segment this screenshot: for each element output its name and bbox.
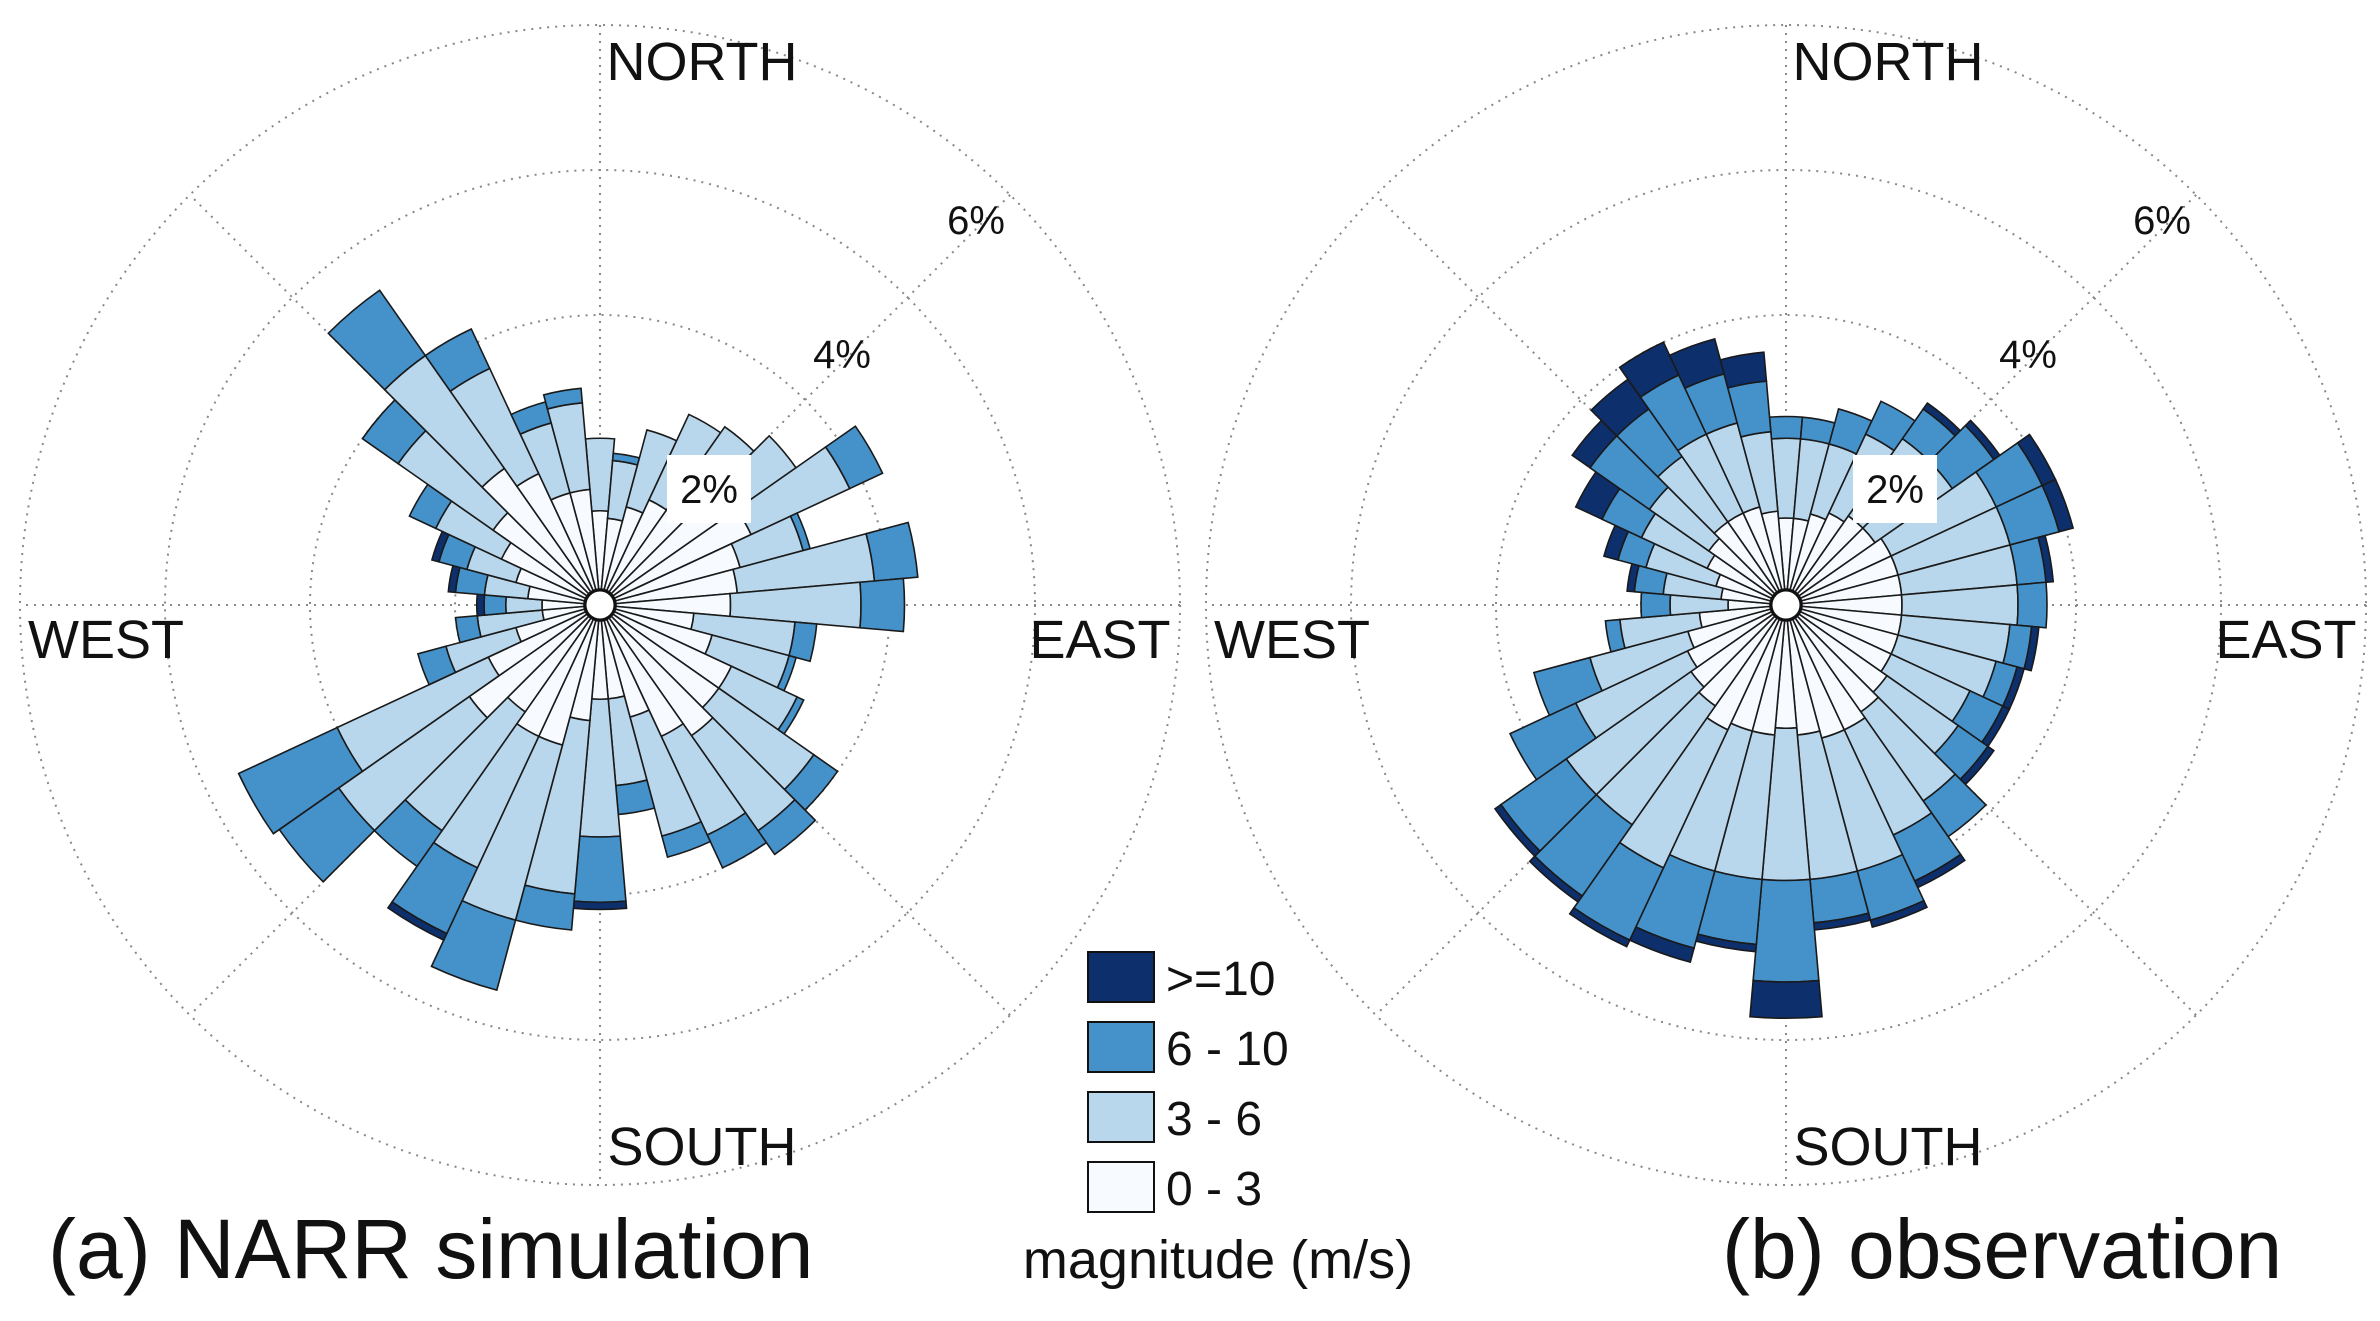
wind-sector-b-160deg-bin3 [1869, 899, 1929, 929]
ring-label-box-2pct-a [667, 455, 751, 523]
windrose-panel-observation: 2% 4% 6% NORTH EAST SOUTH WEST (b) obser… [1205, 24, 2367, 1296]
direction-label-north-b: NORTH [1792, 32, 1983, 92]
ring-labels-a: 2% 4% 6% [667, 199, 1005, 523]
wind-sector-a-320deg-bin2 [327, 289, 427, 391]
legend-label-ge10: >=10 [1166, 953, 1275, 1006]
wind-sector-b-70deg-bin3 [2041, 478, 2075, 533]
wind-sector-a-270deg-bin2 [483, 594, 507, 616]
ring-label-4pct-a: 4% [813, 333, 871, 377]
grid-spoke-45-a [189, 194, 1011, 1016]
ring-labels-b: 2% 4% 6% [1853, 199, 2191, 523]
center-hole-a [583, 588, 617, 622]
ring-label-6pct-a: 6% [947, 199, 1005, 243]
windrose-panel-narr: 2% 4% 6% NORTH EAST SOUTH WEST (a) NARR … [19, 24, 1181, 1296]
wind-sector-b-330deg-bin3 [1618, 341, 1680, 399]
legend-label-3-6: 3 - 6 [1166, 1093, 1262, 1146]
grid-spoke-135-b [1375, 194, 2197, 1016]
wind-sector-b-240deg-bin2 [1508, 701, 1598, 781]
legend-swatch-ge10 [1087, 951, 1155, 1003]
grid-spoke-45-b [1375, 194, 2197, 1016]
legend-swatch-3-6 [1087, 1091, 1155, 1143]
wind-sector-a-180deg-bin2 [573, 835, 627, 904]
direction-label-east-b: EAST [2215, 610, 2356, 670]
wind-sector-a-160deg-bin2 [660, 820, 712, 859]
wind-sector-a-170deg-bin2 [614, 779, 656, 816]
wind-sector-a-60deg-bin2 [824, 425, 884, 490]
center-hole-b [1769, 588, 1803, 622]
wind-sector-b-250deg-bin2 [1532, 656, 1604, 717]
wind-sector-b-350deg-bin3 [1719, 351, 1768, 389]
ring-label-box-2pct-b [1853, 455, 1937, 523]
legend-swatch-0-3 [1087, 1161, 1155, 1213]
legend-title: magnitude (m/s) [1023, 1230, 1413, 1290]
wind-sector-a-210deg-bin3 [386, 900, 448, 942]
wind-sector-a-80deg-bin2 [865, 521, 919, 582]
direction-label-south-a: SOUTH [608, 1117, 797, 1177]
wind-sector-b-180deg-bin2 [1752, 878, 1820, 983]
wind-sector-b-210deg-bin3 [1568, 906, 1631, 948]
wind-sector-b-260deg-bin2 [1604, 618, 1626, 653]
caption-a: (a) NARR simulation [48, 1202, 814, 1296]
ring-label-2pct-b: 2% [1866, 468, 1924, 512]
wind-sector-a-180deg-bin3 [572, 900, 628, 911]
wind-sector-a-270deg-bin3 [475, 593, 486, 617]
direction-label-west-b: WEST [1214, 610, 1370, 670]
wind-sector-a-100deg-bin2 [788, 621, 818, 663]
wind-sector-a-140deg-bin2 [756, 798, 817, 856]
direction-label-west-a: WEST [28, 610, 184, 670]
caption-b: (b) observation [1722, 1202, 2282, 1296]
ring-label-4pct-b: 4% [1999, 333, 2057, 377]
grid-spoke-135-a [189, 194, 1011, 1016]
wind-bins-a [237, 289, 919, 992]
wind-sector-a-250deg-bin2 [416, 645, 457, 686]
wind-sector-a-0deg-bin1 [584, 437, 616, 512]
wind-sector-b-270deg-bin2 [1640, 591, 1672, 619]
wind-sector-b-230deg-bin3 [1493, 803, 1542, 858]
wind-sector-a-90deg-bin2 [859, 577, 906, 633]
legend-swatch-6-10 [1087, 1021, 1155, 1073]
wind-sector-b-340deg-bin3 [1668, 337, 1726, 390]
ring-label-6pct-b: 6% [2133, 199, 2191, 243]
wind-sector-b-100deg-bin3 [2023, 625, 2040, 672]
wind-sector-b-180deg-bin3 [1749, 979, 1823, 1019]
wind-sector-a-260deg-bin2 [454, 614, 482, 644]
ring-label-2pct-a: 2% [680, 468, 738, 512]
wind-sector-b-220deg-bin3 [1528, 855, 1584, 904]
wind-sector-a-330deg-bin2 [424, 327, 491, 393]
wind-sector-b-0deg-bin2 [1768, 415, 1804, 440]
wind-sector-b-80deg-bin3 [2037, 534, 2055, 584]
wind-sector-a-240deg-bin2 [237, 726, 364, 835]
wind-sector-b-90deg-bin2 [2016, 581, 2048, 629]
wind-sector-a-350deg-bin2 [542, 387, 584, 410]
legend-label-6-10: 6 - 10 [1166, 1023, 1289, 1076]
legend: >=10 6 - 10 3 - 6 0 - 3 magnitude (m/s) [1023, 951, 1413, 1290]
direction-label-east-a: EAST [1029, 610, 1170, 670]
direction-label-south-b: SOUTH [1794, 1117, 1983, 1177]
legend-label-0-3: 0 - 3 [1166, 1163, 1262, 1216]
wind-sector-a-150deg-bin2 [706, 811, 768, 869]
wind-bins-b [1493, 337, 2075, 1019]
direction-label-north-a: NORTH [606, 32, 797, 92]
